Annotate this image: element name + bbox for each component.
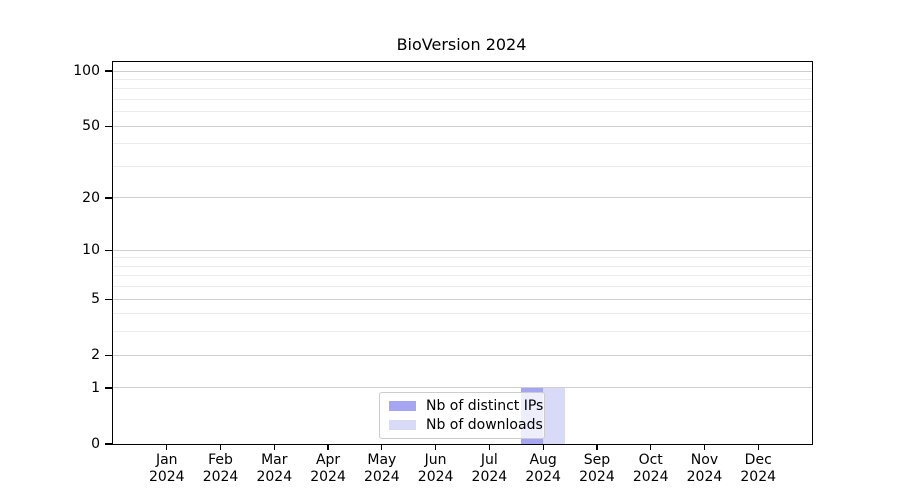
x-axis-tick-label: Dec 2024 xyxy=(740,452,777,485)
y-grid-minor xyxy=(113,88,812,90)
x-axis-tick xyxy=(273,444,275,450)
x-axis-tick xyxy=(703,444,706,450)
y-grid-minor xyxy=(113,78,812,80)
y-grid-minor xyxy=(113,331,812,333)
y-grid-major xyxy=(113,249,812,251)
x-axis-tick-label: Oct 2024 xyxy=(632,452,669,485)
y-axis-tick-label: 0 xyxy=(91,436,100,452)
x-axis-tick-label: Nov 2024 xyxy=(686,452,723,485)
x-axis-tick xyxy=(757,444,759,450)
x-axis-tick xyxy=(650,444,652,450)
x-axis-tick-label: Aug 2024 xyxy=(525,452,561,485)
x-axis-tick-label: Apr 2024 xyxy=(310,452,346,485)
y-grid-major xyxy=(113,70,812,72)
x-axis-tick xyxy=(327,444,329,450)
y-grid-minor xyxy=(113,165,812,167)
x-axis-tick xyxy=(166,444,168,450)
y-grid-major xyxy=(113,354,812,356)
y-axis-tick-label: 100 xyxy=(73,63,100,79)
legend-item-distinct-ips: Nb of distinct IPs xyxy=(389,398,543,414)
y-axis-tick xyxy=(105,354,112,356)
x-axis-tick-label: Mar 2024 xyxy=(256,452,293,485)
y-grid-minor xyxy=(113,265,812,267)
legend-item-downloads: Nb of downloads xyxy=(389,417,543,433)
x-axis-tick-label: Jun 2024 xyxy=(417,452,454,485)
y-grid-minor xyxy=(113,143,812,145)
bar-nb-of-downloads xyxy=(543,387,566,444)
y-axis-tick-label: 5 xyxy=(91,291,100,308)
y-grid-minor xyxy=(113,313,812,315)
y-axis-tick-label: 10 xyxy=(82,242,100,259)
y-grid-major xyxy=(113,197,812,199)
y-axis-tick-label: 1 xyxy=(91,379,100,396)
chart-title: BioVersion 2024 xyxy=(396,35,527,54)
y-axis-tick xyxy=(105,70,112,72)
y-axis-tick-label: 20 xyxy=(82,189,100,206)
y-grid-major xyxy=(113,125,812,127)
x-axis-tick-label: Feb 2024 xyxy=(202,452,239,485)
x-axis-tick-label: Sep 2024 xyxy=(579,452,615,485)
y-axis-tick xyxy=(105,387,112,389)
x-axis-tick xyxy=(488,444,491,450)
x-axis-tick-label: Jul 2024 xyxy=(471,452,508,485)
x-axis-tick-label: Jan 2024 xyxy=(148,452,185,485)
x-axis-tick xyxy=(542,444,544,450)
y-axis-tick xyxy=(105,298,112,300)
y-axis-tick xyxy=(105,197,112,199)
y-axis-tick xyxy=(105,443,112,445)
x-axis-tick xyxy=(219,444,222,450)
y-axis-tick-label: 50 xyxy=(82,118,100,135)
y-grid-major xyxy=(113,387,812,389)
y-axis-tick xyxy=(105,249,112,251)
legend-swatch-downloads xyxy=(389,420,416,430)
legend: Nb of distinct IPs Nb of downloads xyxy=(379,392,545,439)
legend-label-downloads: Nb of downloads xyxy=(426,417,543,433)
x-axis-tick xyxy=(381,444,383,450)
y-axis-tick-label: 2 xyxy=(91,347,100,364)
legend-label-distinct-ips: Nb of distinct IPs xyxy=(426,398,544,414)
y-axis-tick xyxy=(105,125,112,127)
legend-swatch-distinct-ips xyxy=(389,401,416,411)
x-axis-tick-label: May 2024 xyxy=(364,452,400,485)
y-grid-major xyxy=(113,298,812,300)
y-grid-minor xyxy=(113,275,812,277)
plot-area: Nb of distinct IPs Nb of downloads 0 1 2 5 1… xyxy=(73,61,813,485)
y-grid-minor xyxy=(113,286,812,288)
y-grid-minor xyxy=(113,111,812,113)
x-axis-tick xyxy=(434,444,437,450)
y-grid-minor xyxy=(113,257,812,259)
y-grid-minor xyxy=(113,98,812,100)
x-axis-tick xyxy=(596,444,598,450)
